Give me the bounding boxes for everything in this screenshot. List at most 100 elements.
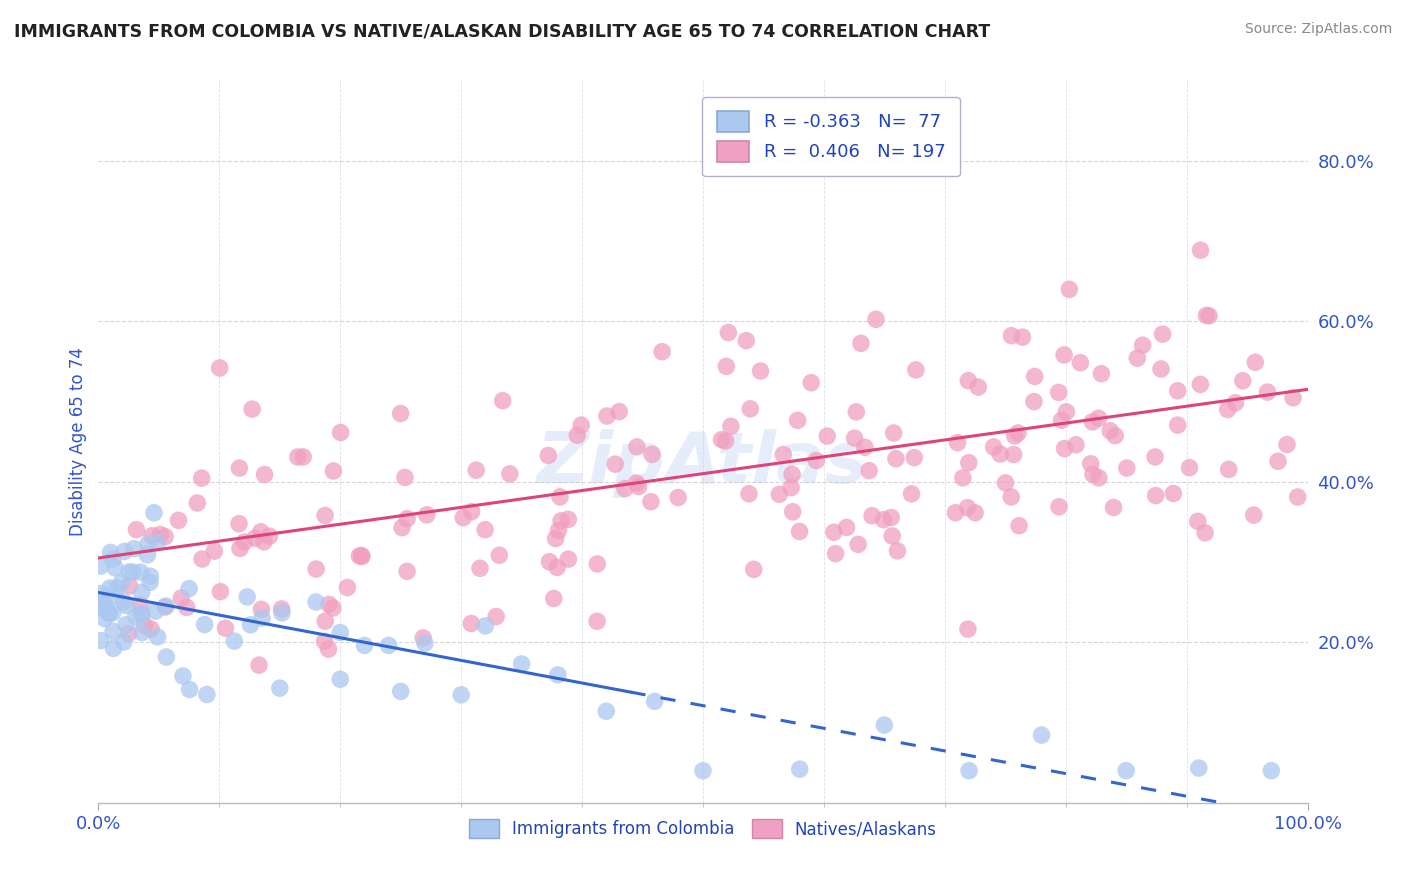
- Point: [172, 669, 194, 683]
- Point: [229, 541, 252, 556]
- Point: [492, 393, 515, 408]
- Point: [1099, 424, 1122, 438]
- Point: [153, 530, 176, 544]
- Point: [1126, 351, 1149, 365]
- Point: [957, 456, 980, 470]
- Point: [1178, 460, 1201, 475]
- Point: [1104, 428, 1126, 442]
- Point: [394, 470, 416, 484]
- Point: [1243, 508, 1265, 523]
- Point: [155, 650, 177, 665]
- Point: [710, 433, 733, 447]
- Point: [103, 641, 125, 656]
- Point: [224, 634, 246, 648]
- Point: [451, 510, 474, 524]
- Point: [314, 614, 336, 628]
- Point: [253, 467, 276, 482]
- Point: [1024, 369, 1046, 384]
- Point: [1088, 471, 1111, 485]
- Point: [1090, 367, 1112, 381]
- Point: [1069, 356, 1091, 370]
- Point: [131, 607, 153, 622]
- Point: [253, 534, 276, 549]
- Point: [1218, 462, 1240, 476]
- Point: [872, 513, 894, 527]
- Point: [131, 585, 153, 599]
- Point: [1150, 362, 1173, 376]
- Point: [118, 565, 141, 579]
- Point: [605, 457, 627, 471]
- Point: [1022, 394, 1045, 409]
- Point: [125, 523, 148, 537]
- Point: [1216, 402, 1239, 417]
- Point: [499, 467, 522, 481]
- Point: [243, 531, 266, 545]
- Point: [314, 508, 336, 523]
- Point: [177, 582, 200, 596]
- Point: [957, 764, 980, 778]
- Point: [350, 549, 373, 563]
- Point: [118, 579, 141, 593]
- Point: [1064, 438, 1087, 452]
- Point: [336, 581, 359, 595]
- Point: [287, 450, 309, 464]
- Point: [904, 363, 927, 377]
- Point: [91, 594, 114, 608]
- Point: [1189, 377, 1212, 392]
- Point: [1275, 437, 1298, 451]
- Point: [91, 601, 114, 615]
- Point: [1188, 761, 1211, 775]
- Point: [233, 535, 256, 549]
- Point: [194, 617, 217, 632]
- Point: [789, 524, 811, 539]
- Point: [1167, 418, 1189, 433]
- Point: [845, 405, 868, 419]
- Point: [543, 591, 565, 606]
- Point: [318, 598, 340, 612]
- Point: [474, 523, 496, 537]
- Point: [626, 476, 648, 491]
- Point: [1031, 728, 1053, 742]
- Point: [250, 611, 273, 625]
- Point: [170, 591, 193, 605]
- Point: [1132, 338, 1154, 352]
- Point: [1256, 385, 1278, 400]
- Point: [413, 636, 436, 650]
- Point: [1115, 764, 1137, 778]
- Point: [318, 642, 340, 657]
- Point: [883, 425, 905, 440]
- Point: [983, 440, 1005, 454]
- Point: [1152, 327, 1174, 342]
- Point: [547, 524, 569, 538]
- Point: [1232, 374, 1254, 388]
- Point: [485, 609, 508, 624]
- Point: [1195, 309, 1218, 323]
- Point: [250, 524, 273, 539]
- Point: [270, 602, 292, 616]
- Point: [538, 555, 561, 569]
- Point: [416, 508, 439, 522]
- Point: [1225, 396, 1247, 410]
- Point: [236, 590, 259, 604]
- Point: [806, 453, 828, 467]
- Point: [1187, 514, 1209, 528]
- Point: [1080, 457, 1102, 471]
- Point: [1244, 355, 1267, 369]
- Point: [1144, 450, 1167, 464]
- Point: [835, 520, 858, 534]
- Point: [873, 718, 896, 732]
- Point: [1282, 391, 1305, 405]
- Point: [97, 606, 120, 620]
- Point: [742, 562, 765, 576]
- Point: [1102, 500, 1125, 515]
- Point: [567, 428, 589, 442]
- Point: [110, 575, 132, 590]
- Point: [465, 463, 488, 477]
- Point: [94, 599, 117, 613]
- Point: [720, 419, 742, 434]
- Point: [105, 581, 128, 595]
- Point: [208, 360, 231, 375]
- Point: [90, 633, 112, 648]
- Point: [1163, 486, 1185, 500]
- Point: [153, 600, 176, 615]
